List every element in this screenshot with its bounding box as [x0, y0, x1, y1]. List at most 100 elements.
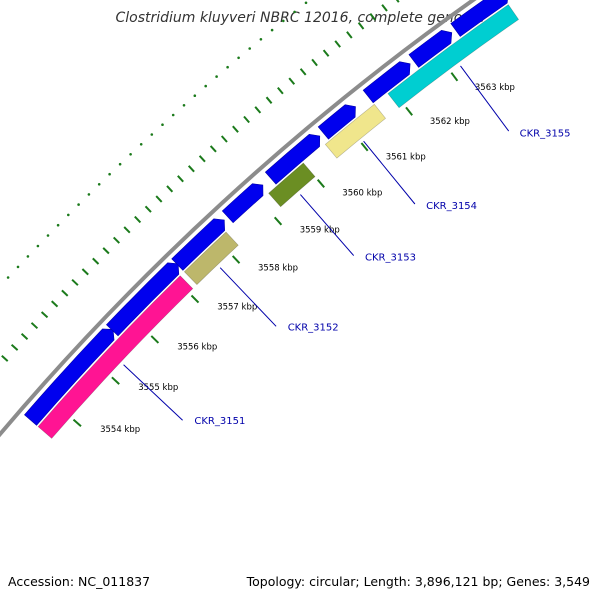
minor-tick: [369, 12, 376, 21]
map-title: Clostridium kluyveri NBRC 12016, complet…: [115, 10, 485, 26]
accession-text: Accession: NC_011837: [8, 574, 151, 589]
minor-tick: [277, 86, 284, 95]
minor-tick: [102, 247, 110, 255]
minor-tick: [265, 96, 273, 104]
minor-tick: [61, 289, 69, 297]
gene-label-ckr_3151: CKR_3151: [194, 416, 245, 427]
gene-block-ckr_3154: [324, 103, 386, 159]
cds-arrow: [362, 61, 411, 104]
minor-tick: [346, 31, 353, 39]
minor-tick: [1, 355, 9, 362]
scale-tick: [405, 106, 413, 116]
minor-tick: [254, 106, 262, 114]
scale-ring: 3554 kbp 3555 kbp 3556 kbp 3557 kbp 3558 kbp…: [72, 72, 515, 435]
outer-dot: [77, 203, 80, 206]
gene-block-ckr_3153: [268, 162, 316, 208]
minor-tick: [322, 49, 330, 57]
scale-tick: [111, 376, 120, 385]
cds-arrow: [264, 133, 321, 185]
minor-tick: [166, 185, 174, 193]
scale-tick: [190, 294, 200, 304]
outer-dot: [139, 143, 143, 146]
outer-dot: [193, 94, 197, 97]
cds-arrow: [106, 262, 180, 337]
outer-dot: [237, 56, 240, 60]
cds-arrow: [24, 328, 115, 426]
label-leader: [363, 140, 416, 205]
minor-tick: [51, 300, 59, 308]
gene-label-ckr_3152: CKR_3152: [288, 323, 339, 334]
outer-dot: [6, 276, 10, 279]
outer-dot: [270, 28, 274, 32]
cds-arrow: [450, 0, 508, 37]
outer-dot: [56, 223, 60, 227]
scale-label: 3557 kbp: [217, 303, 257, 313]
label-leader: [219, 267, 277, 327]
minor-tick: [187, 165, 195, 173]
minor-tick: [357, 21, 365, 30]
outer-dot: [161, 123, 164, 126]
outer-dot: [293, 10, 296, 14]
cds-arrow: [171, 218, 225, 271]
minor-tick: [220, 135, 228, 143]
minor-tick: [381, 4, 388, 12]
scale-tick: [72, 418, 82, 427]
scale-label: 3554 kbp: [100, 425, 140, 435]
outer-dot: [26, 255, 30, 258]
scale-label: 3555 kbp: [138, 383, 178, 393]
topology-text: Topology: circular; Length: 3,896,121 bp…: [246, 574, 590, 589]
gene-block-ckr_3152: [183, 231, 239, 286]
outer-dot: [259, 38, 263, 41]
minor-tick: [30, 322, 39, 330]
minor-tick: [134, 215, 142, 224]
scale-label: 3561 kbp: [386, 152, 426, 162]
minor-tick: [144, 205, 152, 213]
minor-tick: [20, 333, 29, 340]
gene-labels: CKR_3151 CKR_3152 CKR_3153 CKR_3154 CKR_3155: [123, 65, 571, 427]
scale-label: 3559 kbp: [300, 226, 340, 236]
scale-tick: [360, 142, 369, 152]
label-leader: [300, 194, 355, 256]
cds-arrow: [408, 29, 453, 68]
scale-label: 3563 kbp: [475, 83, 515, 93]
scale-tick: [316, 179, 325, 188]
minor-tick: [123, 226, 131, 234]
minor-tick: [311, 58, 318, 67]
outer-dot: [215, 75, 218, 78]
minor-tick: [71, 278, 79, 286]
scale-label: 3562 kbp: [430, 117, 470, 127]
minor-tick: [334, 40, 341, 48]
gene-label-ckr_3153: CKR_3153: [365, 252, 416, 263]
outer-dot: [46, 234, 50, 237]
gene-block-ckr_3155: [387, 4, 520, 109]
outer-dotted-ring: [6, 1, 308, 279]
cds-arrow: [317, 104, 356, 140]
scale-label: 3556 kbp: [177, 342, 217, 352]
minor-tick: [209, 145, 217, 153]
minor-tick: [198, 155, 206, 163]
outer-dot: [150, 133, 154, 136]
outer-dot: [129, 153, 132, 156]
outer-dot: [204, 84, 207, 88]
minor-tick: [155, 195, 163, 203]
minor-tick: [288, 77, 296, 85]
minor-tick: [299, 68, 307, 76]
minor-tick-ring: [1, 0, 400, 362]
outer-dot: [108, 172, 111, 176]
cds-track: [24, 0, 508, 426]
outer-dot: [36, 244, 40, 248]
outer-dot: [118, 162, 122, 166]
minor-tick: [395, 0, 400, 3]
gene-block-ckr_3151: [37, 275, 194, 439]
minor-tick: [232, 125, 239, 133]
scale-tick: [450, 72, 459, 82]
scale-label: 3560 kbp: [342, 188, 382, 198]
gene-label-ckr_3155: CKR_3155: [520, 129, 571, 140]
cds-arrow: [221, 183, 264, 224]
label-leader: [460, 65, 510, 132]
outer-dot: [87, 193, 91, 196]
gene-label-ckr_3154: CKR_3154: [426, 201, 477, 212]
outer-dot: [182, 104, 186, 107]
minor-tick: [40, 311, 49, 319]
